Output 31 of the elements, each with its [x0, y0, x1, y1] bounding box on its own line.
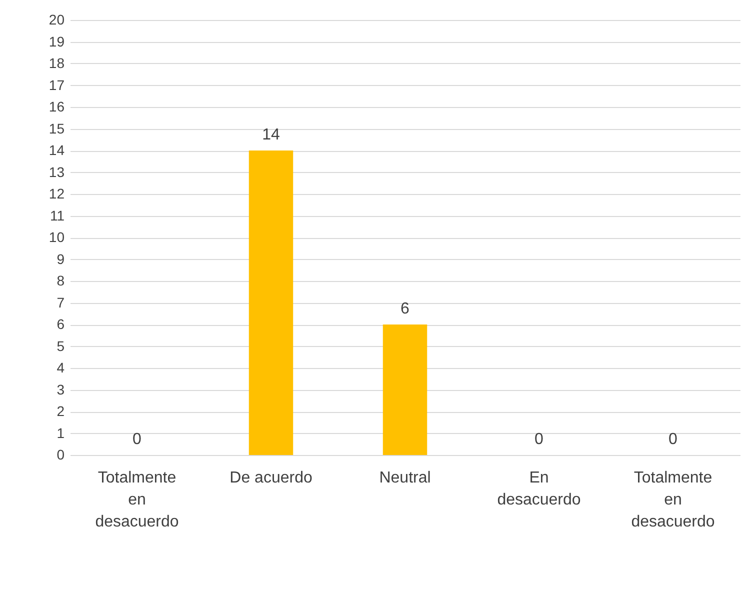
y-tick-label: 6 — [56, 316, 65, 332]
y-tick-label: 15 — [48, 120, 65, 136]
y-tick-label: 0 — [56, 446, 65, 462]
y-tick-label: 16 — [48, 98, 65, 114]
y-tick-label: 14 — [48, 142, 65, 158]
x-tick-label: En desacuerdo — [497, 470, 581, 508]
data-label: 14 — [262, 126, 280, 144]
data-label: 0 — [132, 431, 142, 448]
y-tick-label: 20 — [48, 12, 65, 28]
y-tick-label: 7 — [56, 294, 65, 310]
data-label: 0 — [668, 431, 678, 448]
y-tick-label: 1 — [56, 424, 65, 441]
x-tick-label: Neutral — [379, 470, 431, 486]
y-tick-label: 3 — [56, 381, 65, 398]
y-tick-label: 12 — [48, 186, 65, 202]
y-tick-label: 17 — [48, 76, 65, 93]
x-tick-label: Totalmente en desacuerdo — [631, 470, 715, 530]
data-label: 0 — [534, 431, 544, 448]
y-tick-label: 10 — [48, 229, 65, 245]
x-tick-label: Totalmente en desacuerdo — [95, 470, 179, 530]
y-tick-label: 8 — [56, 272, 65, 288]
y-tick-label: 4 — [56, 360, 65, 376]
x-tick-label: De acuerdo — [230, 470, 312, 486]
y-tick-label: 5 — [56, 338, 65, 354]
y-tick-label: 2 — [56, 403, 65, 419]
y-tick-label: 18 — [48, 55, 65, 71]
y-tick-label: 9 — [56, 250, 65, 267]
data-label: 6 — [400, 300, 410, 318]
y-tick-label: 13 — [48, 164, 65, 180]
y-tick-label: 11 — [50, 207, 65, 224]
y-tick-label: 19 — [48, 33, 65, 50]
